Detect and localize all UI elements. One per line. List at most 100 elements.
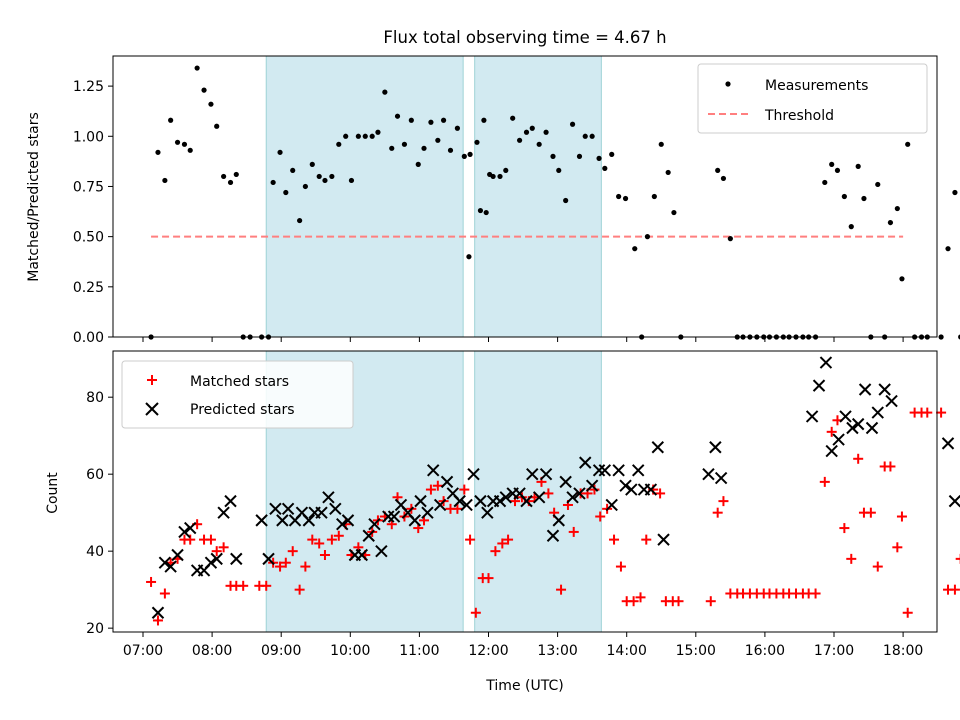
measurement-point <box>336 141 342 147</box>
measurement-point <box>727 236 733 242</box>
measurement-point <box>855 163 861 169</box>
measurement-point <box>829 161 835 167</box>
measurement-point <box>563 197 569 204</box>
matched-star-point <box>543 488 554 499</box>
predicted-star-point <box>619 479 632 492</box>
predicted-star-point <box>825 444 838 458</box>
measurement-point <box>715 167 721 174</box>
measurement-point <box>369 133 375 139</box>
x-tick-label: 10:00 <box>330 643 370 659</box>
x-tick-label: 11:00 <box>399 643 439 659</box>
measurement-point <box>523 129 530 135</box>
predicted-star-point <box>368 518 381 531</box>
matched-star-point <box>432 480 443 491</box>
measurement-point <box>155 149 161 155</box>
measurement-point <box>343 133 349 139</box>
predicted-star-point <box>427 464 440 477</box>
measurement-point <box>302 183 308 190</box>
count-axes-ticks: 20 40 60 80 07:00 08:00 09:00 10:00 11:00 12:00 13… <box>86 390 923 659</box>
matched-star-point <box>712 507 723 518</box>
matched-star-point <box>846 553 857 564</box>
measurement-point <box>168 117 174 123</box>
predicted-star-point <box>566 491 579 504</box>
matched-star-point <box>885 461 896 472</box>
measurement-point <box>905 141 911 147</box>
measurement-point <box>362 133 368 139</box>
measurement-point <box>894 205 900 212</box>
matched-star-point <box>810 588 821 599</box>
matched-star-point <box>595 511 606 522</box>
measurement-point <box>201 87 207 93</box>
measurement-point <box>447 147 454 153</box>
measurement-point <box>297 217 303 224</box>
matched-star-point <box>635 592 646 603</box>
count-legend-box <box>121 360 354 429</box>
matched-star-point <box>503 534 514 545</box>
matched-star-point <box>826 426 837 437</box>
y-tick-label: 0.25 <box>73 280 104 296</box>
ratio-panel: 0.00 0.25 0.50 0.75 1.00 1.25 Matched/Predict… <box>26 55 960 346</box>
matched-star-point <box>896 511 907 522</box>
predicted-star-point <box>217 506 230 519</box>
predicted-star-point <box>520 494 533 508</box>
matched-star-point <box>819 476 830 487</box>
legend-threshold-label: Threshold <box>764 108 834 124</box>
predicted-star-point <box>151 606 165 619</box>
measurement-point <box>848 224 854 230</box>
predicted-stars-points <box>151 356 960 619</box>
predicted-star-point <box>651 441 665 454</box>
predicted-star-point <box>948 494 960 508</box>
measurement-point <box>290 167 296 174</box>
measurement-point <box>162 177 168 184</box>
predicted-star-point <box>832 433 845 446</box>
measurement-point <box>497 173 503 180</box>
shaded-intervals-top <box>265 55 602 338</box>
matched-star-point <box>185 534 196 545</box>
predicted-star-point <box>408 514 422 527</box>
x-tick-label: 14:00 <box>607 643 647 659</box>
measurement-point <box>461 153 467 159</box>
matched-star-point <box>287 546 298 557</box>
predicted-star-point <box>433 498 447 512</box>
predicted-star-point <box>230 552 243 566</box>
predicted-star-point <box>885 394 898 408</box>
measurement-point <box>576 153 583 159</box>
predicted-star-point <box>546 529 560 542</box>
measurement-point <box>602 165 608 171</box>
matched-star-point <box>628 596 639 607</box>
y-tick-label: 0.50 <box>73 230 104 246</box>
predicted-star-point <box>552 514 565 527</box>
x-tick-label: 07:00 <box>123 643 163 659</box>
legend-matched-label: Matched stars <box>190 374 289 390</box>
measurement-point <box>194 65 200 71</box>
measurement-point <box>481 117 487 123</box>
predicted-star-point <box>709 441 722 454</box>
measurement-point <box>945 246 951 252</box>
x-tick-label: 08:00 <box>192 643 232 659</box>
y-tick-label: 0.75 <box>73 179 104 195</box>
matched-star-point <box>902 607 913 618</box>
predicted-star-point <box>539 467 553 481</box>
figure-title: Flux total observing time = 4.67 h <box>383 28 666 47</box>
matched-star-point <box>465 534 476 545</box>
y-tick-label: 40 <box>86 544 104 560</box>
measurement-point <box>632 246 638 252</box>
measurement-point <box>665 169 671 176</box>
matched-star-point <box>314 538 325 549</box>
measurement-point <box>582 133 588 139</box>
predicted-star-point <box>714 471 728 485</box>
predicted-star-point <box>224 494 237 508</box>
matched-star-point <box>275 561 286 572</box>
x-tick-label: 17:00 <box>814 643 854 659</box>
predicted-star-point <box>460 498 473 512</box>
matched-star-point <box>955 553 960 564</box>
matched-star-point <box>936 407 947 418</box>
y-tick-label: 20 <box>86 621 104 637</box>
measurement-point <box>187 147 193 153</box>
measurement-point <box>181 141 188 147</box>
legend-predicted-label: Predicted stars <box>190 402 295 418</box>
predicted-star-point <box>878 383 891 396</box>
matched-star-point <box>326 534 337 545</box>
measurement-point <box>415 161 421 167</box>
measurement-point <box>474 139 480 145</box>
